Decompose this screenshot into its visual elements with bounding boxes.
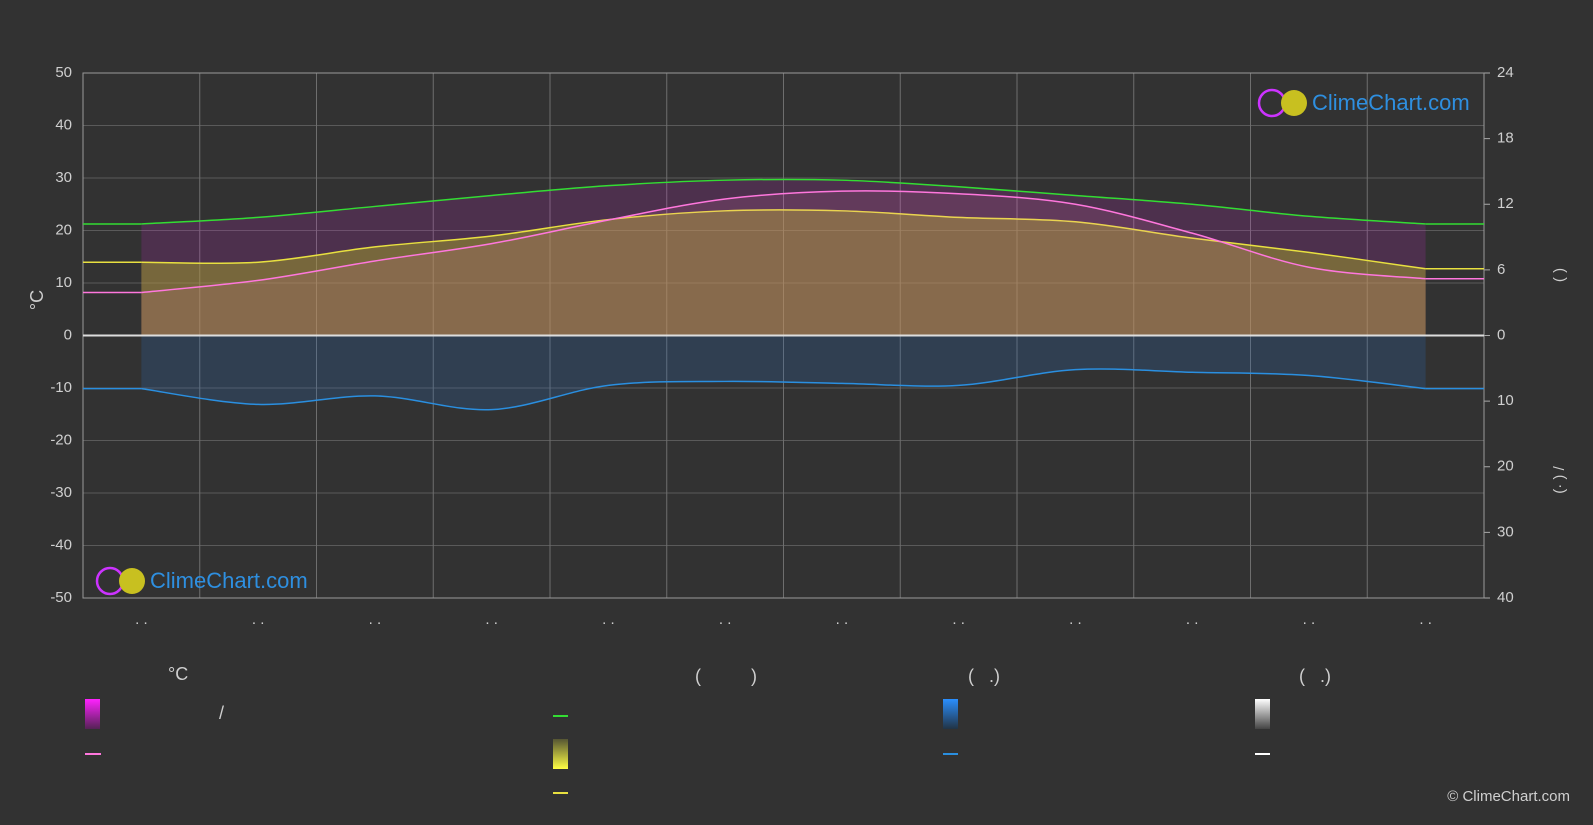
- y-tick-label: -10: [50, 379, 72, 396]
- x-tick-label: . .: [369, 611, 382, 628]
- y-tick-label: -30: [50, 484, 72, 501]
- area: [141, 209, 1426, 336]
- line-edge: [83, 278, 1484, 294]
- legend-header: ( .): [968, 666, 1000, 686]
- area: [141, 179, 1426, 336]
- x-tick-label: . .: [252, 611, 265, 628]
- y-tick-label: 0: [64, 326, 72, 343]
- legend-swatch: [553, 739, 568, 769]
- y-tick-label: 40: [55, 116, 72, 133]
- copyright: © ClimeChart.com: [1447, 788, 1570, 805]
- y3-tick-label: 40: [1497, 589, 1514, 606]
- legend-header: ( ): [695, 666, 757, 686]
- y2-tick-label: 0: [1497, 326, 1505, 343]
- y-tick-label: -40: [50, 536, 72, 553]
- y-axis-label: °C: [27, 290, 47, 310]
- legend-text: /: [219, 703, 224, 723]
- legend: °C ( ) ( .) ( .) /: [85, 664, 1331, 794]
- y3-tick-label: 10: [1497, 392, 1514, 409]
- y2-tick-label: 12: [1497, 195, 1514, 212]
- x-tick-label: . .: [1419, 611, 1432, 628]
- x-tick-label: . .: [1069, 611, 1082, 628]
- legend-swatch: [85, 699, 100, 729]
- y2-axis-label: ( ): [1551, 268, 1568, 282]
- area: [141, 190, 1426, 336]
- x-tick-label: . .: [602, 611, 615, 628]
- y-tick-label: 30: [55, 169, 72, 186]
- x-tick-label: . .: [836, 611, 849, 628]
- y3-axis-label: (· ) /: [1551, 465, 1568, 493]
- y-tick-label: 10: [55, 274, 72, 291]
- logo: [119, 568, 145, 594]
- series-line: [141, 209, 1426, 270]
- x-tick-label: . .: [719, 611, 732, 628]
- area: [141, 335, 1426, 410]
- x-tick-label: . .: [1186, 611, 1199, 628]
- x-tick-label: . .: [952, 611, 965, 628]
- legend-swatch: [1255, 699, 1270, 729]
- y-tick-label: 50: [55, 64, 72, 81]
- series-line: [141, 368, 1426, 411]
- y-tick-label: -50: [50, 589, 72, 606]
- watermark: ClimeChart.com: [150, 568, 308, 593]
- plot-area: -50 -40 -30 -20 -10 0 10 20 30 40 50 0 6 12 18 24 10 20 30…: [50, 64, 1513, 628]
- y2-tick-label: 24: [1497, 64, 1514, 81]
- y2-tick-label: 6: [1497, 261, 1505, 278]
- legend-header: ( .): [1299, 666, 1331, 686]
- x-tick-label: . .: [135, 611, 148, 628]
- y3-tick-label: 30: [1497, 523, 1514, 540]
- legend-header: °C: [168, 664, 188, 684]
- y3-tick-label: 20: [1497, 458, 1514, 475]
- series-line: [141, 178, 1426, 225]
- y-tick-label: -20: [50, 431, 72, 448]
- logo: [1281, 90, 1307, 116]
- y-tick-label: 20: [55, 221, 72, 238]
- y2-tick-label: 18: [1497, 130, 1514, 147]
- x-tick-label: . .: [485, 611, 498, 628]
- line-edge: [83, 261, 1484, 270]
- legend-swatch: [943, 699, 958, 729]
- x-tick-label: . .: [1303, 611, 1316, 628]
- watermark: ClimeChart.com: [1312, 90, 1470, 115]
- series-line: [141, 190, 1426, 294]
